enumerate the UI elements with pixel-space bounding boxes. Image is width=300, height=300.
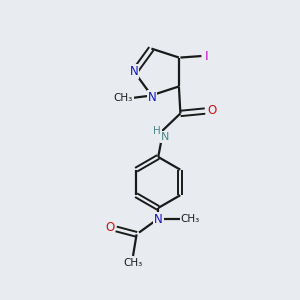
Text: N: N: [129, 65, 138, 78]
Text: H: H: [153, 126, 161, 136]
Text: CH₃: CH₃: [123, 259, 142, 269]
Text: N: N: [154, 213, 163, 226]
Text: O: O: [207, 104, 216, 117]
Text: O: O: [105, 221, 114, 234]
Text: CH₃: CH₃: [114, 93, 133, 103]
Text: CH₃: CH₃: [180, 214, 200, 224]
Text: N: N: [160, 132, 169, 142]
Text: N: N: [148, 91, 156, 104]
Text: I: I: [205, 50, 208, 62]
